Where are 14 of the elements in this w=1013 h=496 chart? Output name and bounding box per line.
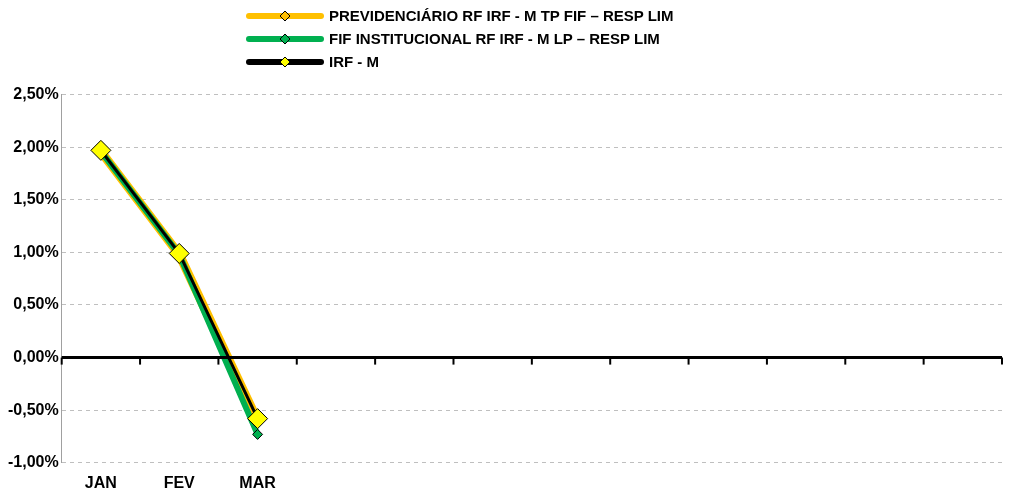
x-tick-label: FEV	[163, 473, 196, 491]
y-tick-label: -1,00%	[7, 453, 59, 471]
y-tick-label: 2,50%	[13, 85, 59, 103]
x-tick-label: JAN	[84, 473, 117, 491]
x-tick-label: MAR	[239, 473, 277, 491]
y-tick-label: 1,00%	[13, 242, 59, 260]
y-tick-label: 1,50%	[13, 190, 59, 208]
legend-label: IRF - M	[329, 53, 379, 70]
legend-label: FIF INSTITUCIONAL RF IRF - M LP – RESP LIM	[329, 30, 660, 47]
y-tick-label: 0,50%	[13, 295, 59, 313]
legend-label: PREVIDENCIÁRIO RF IRF - M TP FIF – RESP LIM	[329, 7, 674, 24]
y-tick-label: 2,00%	[13, 137, 59, 155]
y-tick-label: 0,00%	[13, 348, 59, 366]
y-tick-label: -0,50%	[7, 400, 59, 418]
